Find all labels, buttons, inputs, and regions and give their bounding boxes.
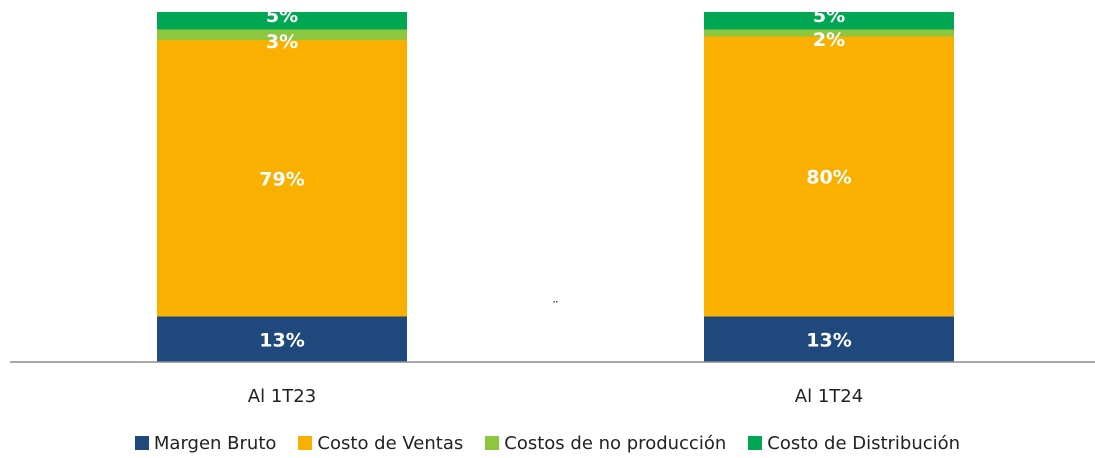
bar-segment-margen-bruto-1 bbox=[704, 316, 954, 362]
bar-segment-costo-de-ventas-0 bbox=[157, 40, 407, 317]
category-label-1: Al 1T24 bbox=[795, 386, 863, 407]
legend-label: Costos de no producción bbox=[504, 432, 727, 454]
legend-item-1: Costo de Ventas bbox=[298, 433, 463, 454]
data-label-0-0: 13% bbox=[259, 329, 304, 351]
bar-segment-costos-de-no-producci-n-0 bbox=[157, 29, 407, 40]
bar-segment-margen-bruto-0 bbox=[157, 316, 407, 362]
data-label-1-1: 80% bbox=[806, 167, 851, 189]
bar-segment-costo-de-distribuci-n-0 bbox=[157, 12, 407, 30]
data-label-3-0: 5% bbox=[266, 5, 298, 27]
data-label-1-0: 79% bbox=[259, 168, 304, 190]
legend-item-2: Costos de no producción bbox=[485, 433, 726, 454]
bar-segment-costos-de-no-producci-n-1 bbox=[704, 29, 954, 37]
chart-annotation-mark: ¨ bbox=[552, 300, 559, 316]
bar-segment-costo-de-ventas-1 bbox=[704, 36, 954, 317]
legend-swatch bbox=[485, 436, 500, 450]
legend-swatch bbox=[748, 436, 763, 450]
legend-label: Costo de Distribución bbox=[767, 432, 961, 454]
chart-legend: Margen Bruto Costo de Ventas Costos de no … bbox=[0, 428, 1095, 458]
segment-labels-group: 13%79%3%5%13%80%2%5% bbox=[259, 5, 851, 352]
legend-swatch bbox=[298, 436, 313, 450]
legend-swatch bbox=[134, 436, 149, 450]
bar-segment-costo-de-distribuci-n-1 bbox=[704, 12, 954, 30]
bars-group bbox=[157, 12, 954, 362]
data-label-0-1: 13% bbox=[806, 329, 851, 351]
data-label-2-1: 2% bbox=[813, 29, 845, 51]
data-label-3-1: 5% bbox=[813, 5, 845, 27]
legend-item-0: Margen Bruto bbox=[134, 432, 277, 454]
category-label-0: Al 1T23 bbox=[248, 386, 316, 407]
legend-item-3: Costo de Distribución bbox=[748, 433, 960, 454]
data-label-2-0: 3% bbox=[266, 31, 298, 53]
category-labels-group: Al 1T23 Al 1T24 bbox=[248, 386, 863, 407]
legend-label: Costo de Ventas bbox=[317, 432, 464, 454]
legend-label: Margen Bruto bbox=[153, 432, 277, 454]
